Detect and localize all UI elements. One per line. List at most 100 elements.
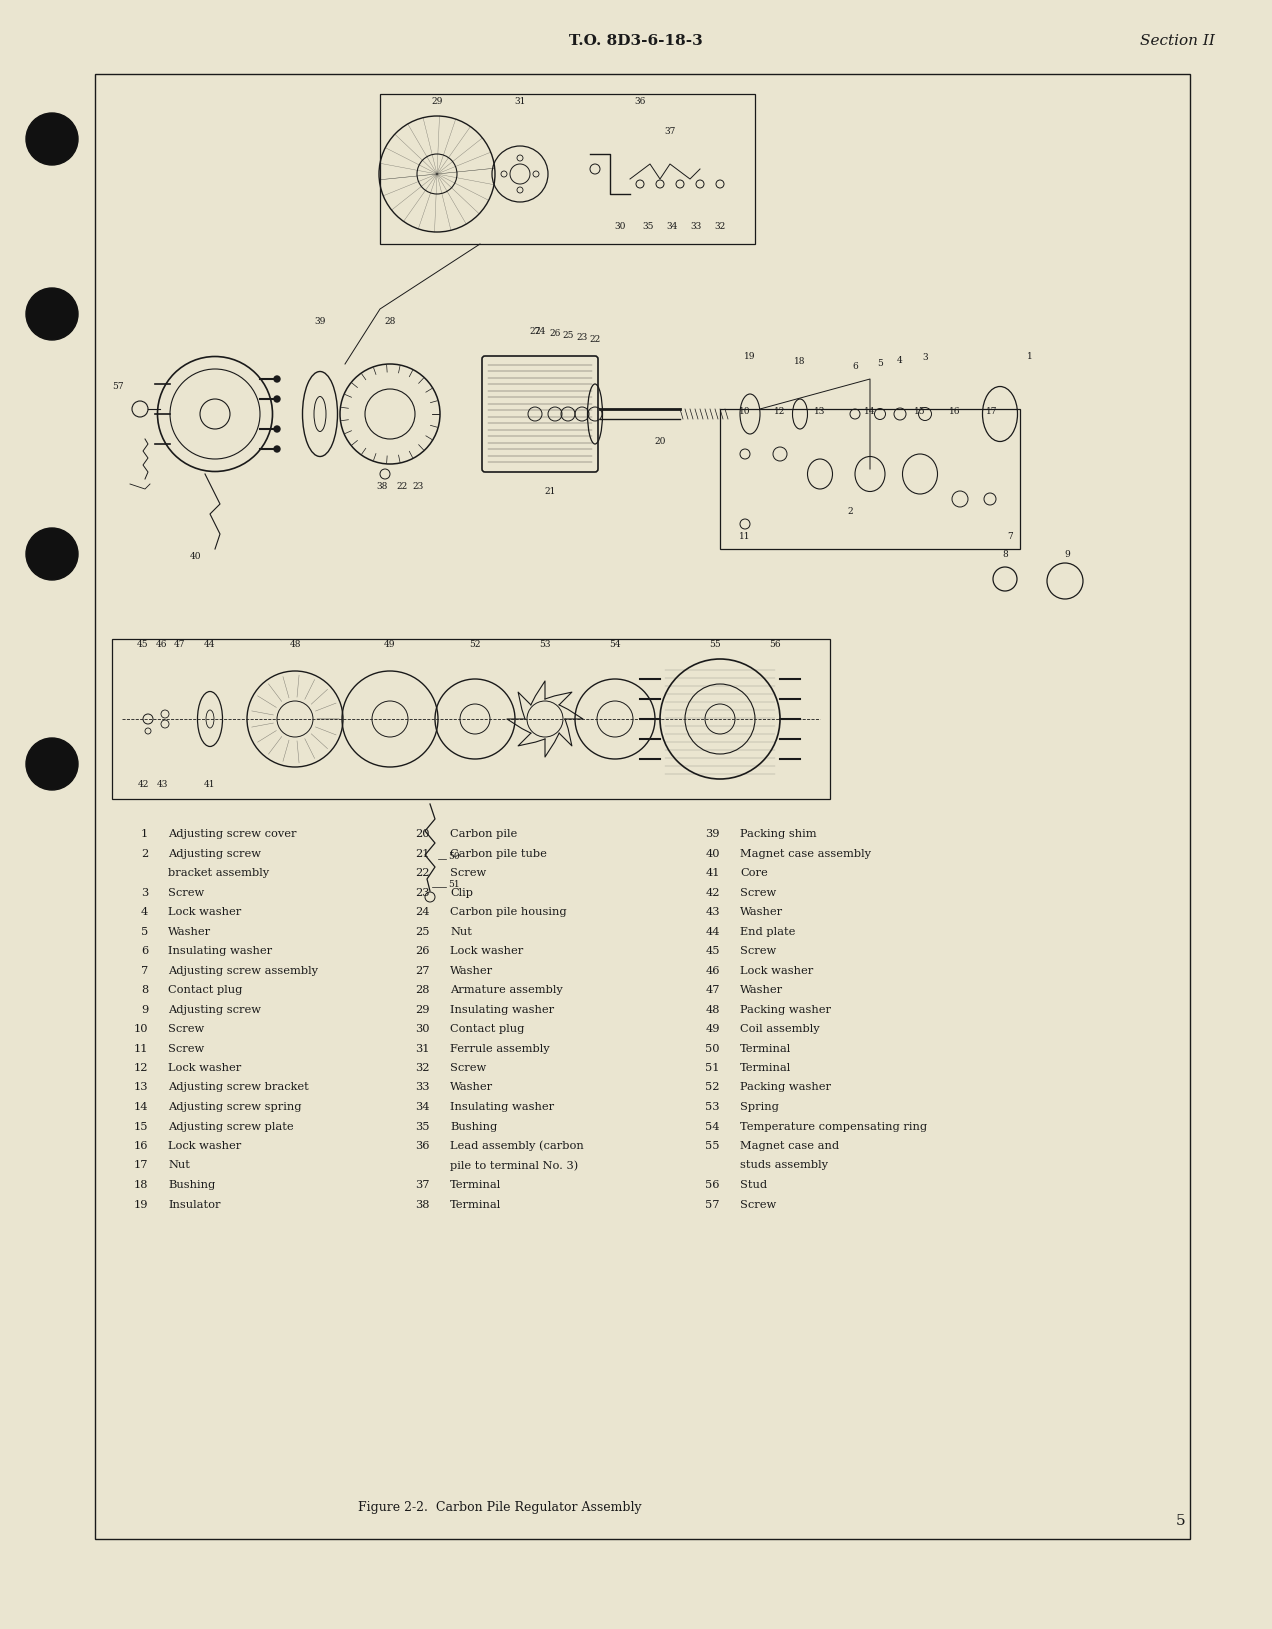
Text: 31: 31 [416, 1044, 430, 1054]
Text: 11: 11 [739, 533, 750, 541]
Text: 35: 35 [416, 1121, 430, 1132]
Text: 21: 21 [544, 487, 556, 495]
Text: 39: 39 [314, 318, 326, 326]
Text: Screw: Screw [740, 1199, 776, 1209]
Text: 44: 44 [706, 927, 720, 937]
Text: Clip: Clip [450, 888, 473, 898]
Text: Armature assembly: Armature assembly [450, 986, 562, 995]
Text: 5: 5 [1175, 1513, 1186, 1528]
Text: Contact plug: Contact plug [450, 1025, 524, 1034]
Text: 47: 47 [706, 986, 720, 995]
Text: 19: 19 [744, 352, 756, 362]
Text: Terminal: Terminal [740, 1044, 791, 1054]
Text: 27: 27 [416, 966, 430, 976]
Text: bracket assembly: bracket assembly [168, 868, 270, 878]
Text: 23: 23 [412, 482, 424, 490]
Text: 27: 27 [529, 327, 541, 336]
Bar [380, 94, 756, 244]
Bar [112, 639, 831, 798]
Text: Insulator: Insulator [168, 1199, 220, 1209]
Bar [720, 409, 1020, 549]
Text: 43: 43 [706, 907, 720, 917]
Text: Nut: Nut [450, 927, 472, 937]
Text: 7: 7 [141, 966, 148, 976]
Text: 23: 23 [576, 332, 588, 342]
Text: 33: 33 [416, 1083, 430, 1093]
Text: Lock washer: Lock washer [740, 966, 813, 976]
Text: 46: 46 [156, 640, 168, 648]
Text: 55: 55 [706, 1140, 720, 1152]
Text: 39: 39 [706, 829, 720, 839]
Text: Temperature compensating ring: Temperature compensating ring [740, 1121, 927, 1132]
Text: Section II: Section II [1140, 34, 1215, 47]
Text: 51: 51 [706, 1064, 720, 1074]
Circle shape [25, 288, 78, 340]
Text: 50: 50 [448, 852, 459, 862]
Text: 56: 56 [770, 640, 781, 648]
Text: 23: 23 [416, 888, 430, 898]
Circle shape [273, 427, 280, 432]
Text: 17: 17 [986, 407, 997, 415]
Bar [95, 73, 1191, 1539]
Text: Carbon pile tube: Carbon pile tube [450, 849, 547, 858]
Text: 3: 3 [141, 888, 148, 898]
Text: Lock washer: Lock washer [168, 1064, 242, 1074]
Text: 53: 53 [706, 1101, 720, 1113]
Text: 48: 48 [289, 640, 300, 648]
Text: 52: 52 [469, 640, 481, 648]
Text: 56: 56 [706, 1179, 720, 1191]
Text: 22: 22 [416, 868, 430, 878]
Text: Spring: Spring [740, 1101, 778, 1113]
Text: 42: 42 [706, 888, 720, 898]
Text: pile to terminal No. 3): pile to terminal No. 3) [450, 1160, 579, 1171]
Text: 37: 37 [664, 127, 675, 135]
Text: Screw: Screw [450, 868, 486, 878]
Text: 30: 30 [416, 1025, 430, 1034]
Text: 5: 5 [141, 927, 148, 937]
Text: 41: 41 [205, 780, 216, 788]
Text: End plate: End plate [740, 927, 795, 937]
Text: 35: 35 [642, 222, 654, 231]
Text: Ferrule assembly: Ferrule assembly [450, 1044, 550, 1054]
Text: 6: 6 [141, 946, 148, 956]
Text: Washer: Washer [450, 966, 494, 976]
Text: 33: 33 [691, 222, 702, 231]
Text: 18: 18 [794, 357, 805, 367]
Text: 43: 43 [156, 780, 168, 788]
Text: Washer: Washer [450, 1083, 494, 1093]
Text: Insulating washer: Insulating washer [450, 1005, 555, 1015]
Text: 15: 15 [134, 1121, 148, 1132]
Text: 51: 51 [448, 880, 459, 889]
Text: Lock washer: Lock washer [450, 946, 523, 956]
Text: 30: 30 [614, 222, 626, 231]
Circle shape [25, 738, 78, 790]
Text: 25: 25 [416, 927, 430, 937]
Text: 49: 49 [706, 1025, 720, 1034]
Text: 45: 45 [706, 946, 720, 956]
Text: T.O. 8D3-6-18-3: T.O. 8D3-6-18-3 [569, 34, 703, 47]
Text: 14: 14 [864, 407, 875, 415]
Text: Stud: Stud [740, 1179, 767, 1191]
Text: 13: 13 [134, 1083, 148, 1093]
Text: Bushing: Bushing [168, 1179, 215, 1191]
Text: 9: 9 [1065, 551, 1070, 559]
Text: Screw: Screw [740, 946, 776, 956]
Text: 2: 2 [847, 507, 852, 516]
Text: 38: 38 [377, 482, 388, 490]
Text: Adjusting screw: Adjusting screw [168, 1005, 261, 1015]
Text: Core: Core [740, 868, 768, 878]
Text: Carbon pile housing: Carbon pile housing [450, 907, 566, 917]
Text: Magnet case assembly: Magnet case assembly [740, 849, 871, 858]
Text: 22: 22 [589, 336, 600, 344]
Text: Washer: Washer [740, 907, 784, 917]
Text: 3: 3 [922, 353, 927, 362]
Text: Terminal: Terminal [740, 1064, 791, 1074]
Text: 20: 20 [416, 829, 430, 839]
Text: Terminal: Terminal [450, 1179, 501, 1191]
Text: 6: 6 [852, 362, 857, 371]
Text: 34: 34 [416, 1101, 430, 1113]
Text: Adjusting screw spring: Adjusting screw spring [168, 1101, 301, 1113]
Text: 28: 28 [416, 986, 430, 995]
Text: Terminal: Terminal [450, 1199, 501, 1209]
Text: Figure 2-2.  Carbon Pile Regulator Assembly: Figure 2-2. Carbon Pile Regulator Assemb… [359, 1500, 642, 1513]
